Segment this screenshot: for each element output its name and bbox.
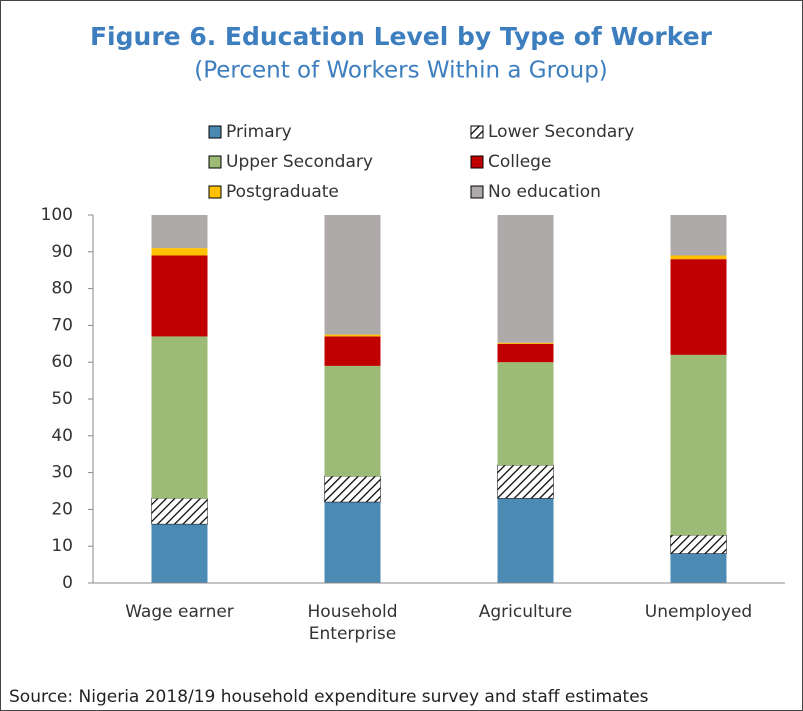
y-tick-label: 50 [51,389,73,409]
source-note: Source: Nigeria 2018/19 household expend… [9,687,649,707]
y-tick-label: 0 [62,573,73,593]
y-tick-label: 30 [51,463,73,483]
legend-swatch [208,185,222,199]
legend-label: Upper Secondary [226,152,373,172]
bar-segment [670,255,727,260]
bar-segment [670,215,727,256]
y-tick-label: 100 [41,205,73,225]
bar-segment [324,334,381,337]
bar-segment [151,336,208,499]
bar-segment [497,464,554,499]
bar-segment [497,362,554,466]
bar-segment [670,354,727,536]
legend-label: Postgraduate [226,182,339,202]
bar-segment [324,476,381,503]
bar-segment [670,534,727,554]
chart-title: Figure 6. Education Level by Type of Wor… [90,22,713,51]
bar-segment [151,248,208,256]
y-tick-label: 90 [51,242,73,262]
legend-label: Lower Secondary [488,122,634,142]
bar-segment [324,336,381,366]
bar-segment [497,498,554,583]
x-tick-label: Wage earner [125,602,234,622]
bar-segment [324,215,381,335]
legend-swatch [208,155,222,169]
x-tick-label: Unemployed [644,602,753,622]
bar-segment [670,259,727,355]
bar-segment [324,502,381,583]
y-tick-label: 40 [51,426,73,446]
y-tick-label: 10 [51,536,73,556]
bar-segment [497,343,554,363]
y-tick-label: 60 [51,352,73,372]
bar-segment [497,342,554,344]
legend-label: College [488,152,551,172]
legend-label: No education [488,182,601,202]
bar-segment [151,498,208,525]
y-tick-label: 70 [51,315,73,335]
bar-segment [324,365,381,477]
bar-segment [151,215,208,249]
legend-label: Primary [226,122,292,142]
x-tick-label: Agriculture [478,602,573,622]
bar-segment [670,553,727,583]
chart-subtitle: (Percent of Workers Within a Group) [194,58,608,84]
legend-swatch [470,125,484,139]
y-tick-label: 80 [51,279,73,299]
x-tick-label: Household Enterprise [307,602,398,644]
bar-segment [497,215,554,343]
legend-swatch [208,125,222,139]
bar-segment [151,524,208,583]
legend-swatch [470,155,484,169]
y-tick-label: 20 [51,499,73,519]
legend-swatch [470,185,484,199]
bar-segment [151,255,208,337]
